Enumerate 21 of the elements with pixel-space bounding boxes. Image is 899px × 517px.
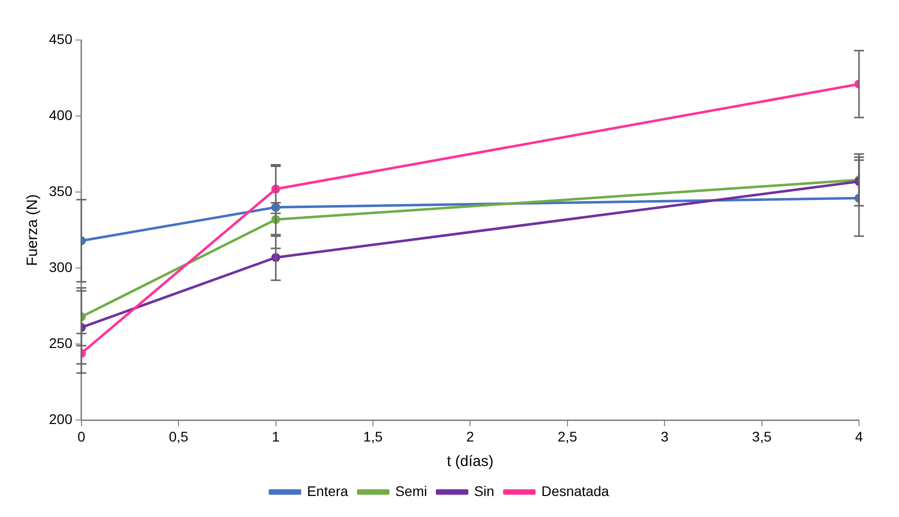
y-tick-label: 300 xyxy=(49,258,73,275)
y-tick-label: 400 xyxy=(49,106,73,123)
y-axis-title: Fuerza (N) xyxy=(24,194,42,266)
y-tick-label: 350 xyxy=(49,182,73,199)
y-tick-label: 450 xyxy=(49,30,73,47)
x-tick-label: 2,5 xyxy=(558,428,578,444)
legend-label: Semi xyxy=(395,482,428,499)
legend-label: Desnatada xyxy=(541,482,610,499)
x-tick-label: 3,5 xyxy=(752,428,772,444)
x-axis-title: t (días) xyxy=(446,453,494,470)
legend-label: Sin xyxy=(474,482,494,499)
x-tick-label: 0 xyxy=(77,428,86,444)
x-tick-label: 1,5 xyxy=(363,428,383,444)
x-tick-label: 3 xyxy=(660,428,669,444)
x-tick-label: 0,5 xyxy=(168,428,189,444)
x-tick-label: 1 xyxy=(272,428,280,444)
x-tick-label: 2 xyxy=(466,428,474,444)
legend-label: Entera xyxy=(306,482,348,499)
x-tick-label: 4 xyxy=(855,428,864,444)
y-tick-label: 250 xyxy=(49,335,73,352)
y-tick-label: 200 xyxy=(49,411,73,428)
